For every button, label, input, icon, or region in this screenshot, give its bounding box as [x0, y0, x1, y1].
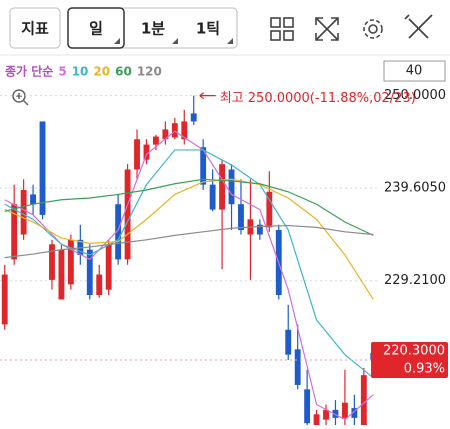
moving-average-line [4, 178, 374, 236]
candle-body [256, 224, 263, 235]
candle-body [351, 408, 358, 418]
minute-label[interactable]: 1분 [141, 20, 165, 38]
candle-body [115, 204, 122, 260]
candle-body [323, 409, 329, 420]
candle-body [49, 244, 55, 280]
last-price-label: 220.3000 [383, 344, 445, 359]
day-button[interactable] [67, 7, 125, 49]
annotation-arrow [199, 92, 216, 100]
settings-icon[interactable] [363, 19, 383, 39]
legend-entry: 120 [137, 65, 162, 79]
y-axis: 250.0000 239.6050 229.2100 [384, 88, 446, 288]
candle-body [332, 409, 339, 418]
candle-body [304, 389, 311, 424]
indicator-button[interactable] [9, 7, 61, 49]
moving-average-line [4, 130, 374, 421]
legend-entry: 60 [115, 65, 132, 79]
dropdown-mark [114, 38, 120, 44]
last-price-box [371, 342, 448, 379]
candle-body [209, 184, 216, 210]
candle-body [294, 349, 301, 385]
candle-body [162, 129, 169, 140]
tools-icon[interactable] [404, 14, 433, 39]
legend-entry: 10 [72, 65, 89, 79]
candle-body [360, 375, 367, 425]
candle-body [67, 239, 74, 285]
candle-body [86, 249, 93, 296]
indicator-label[interactable]: 지표 [21, 20, 49, 38]
day-label[interactable]: 일 [89, 20, 103, 38]
y-tick-label: 229.2100 [384, 273, 446, 288]
y-tick-label: 239.6050 [384, 181, 446, 196]
candle-body [11, 204, 18, 260]
high-annotation: 최고 250.0000(-11.88%,02/23) [220, 91, 416, 106]
candle-body [190, 113, 197, 122]
grid [0, 95, 378, 282]
candle-body [219, 164, 226, 210]
candle-body [285, 329, 292, 355]
candle-body [39, 121, 46, 215]
legend-title: 종가 단순 [5, 64, 53, 79]
candle-body [181, 121, 188, 140]
legend-entry: 20 [93, 65, 110, 79]
candle-body [134, 139, 140, 170]
moving-average-line [4, 178, 374, 300]
layout-icon[interactable] [270, 17, 294, 41]
moving-average-line [4, 224, 374, 259]
dropdown-mark [172, 38, 178, 44]
candle-body [152, 136, 159, 145]
candle-body [105, 244, 112, 290]
change-label: 0.93% [404, 362, 445, 377]
zoom-icon[interactable] [12, 89, 29, 106]
candle-body [171, 123, 178, 138]
candle-body [96, 274, 103, 296]
candle-body [124, 169, 131, 260]
tick-label[interactable]: 1틱 [196, 20, 220, 38]
candle-body [200, 147, 207, 185]
toolbar: 지표 일 1분 1틱 [0, 7, 450, 56]
candle-body [20, 189, 27, 235]
legend: 종가 단순 5 10 20 60 120 [5, 64, 162, 79]
candle-body [1, 274, 8, 325]
expand-icon[interactable] [315, 17, 339, 41]
count-box[interactable] [383, 60, 446, 82]
candle-body [341, 402, 348, 418]
candle-body [143, 144, 150, 160]
plot-area [1, 95, 377, 425]
moving-average-line [4, 149, 374, 379]
candle-body [228, 169, 235, 205]
candle-body [313, 414, 320, 425]
y-tick-label: 250.0000 [384, 88, 446, 103]
candle-body [266, 191, 273, 228]
candle-body [238, 204, 244, 231]
legend-entry: 5 [58, 65, 66, 79]
dropdown-mark [227, 38, 233, 44]
candle-body [58, 249, 65, 300]
count-label[interactable]: 40 [406, 64, 423, 79]
candle-body [30, 194, 37, 205]
